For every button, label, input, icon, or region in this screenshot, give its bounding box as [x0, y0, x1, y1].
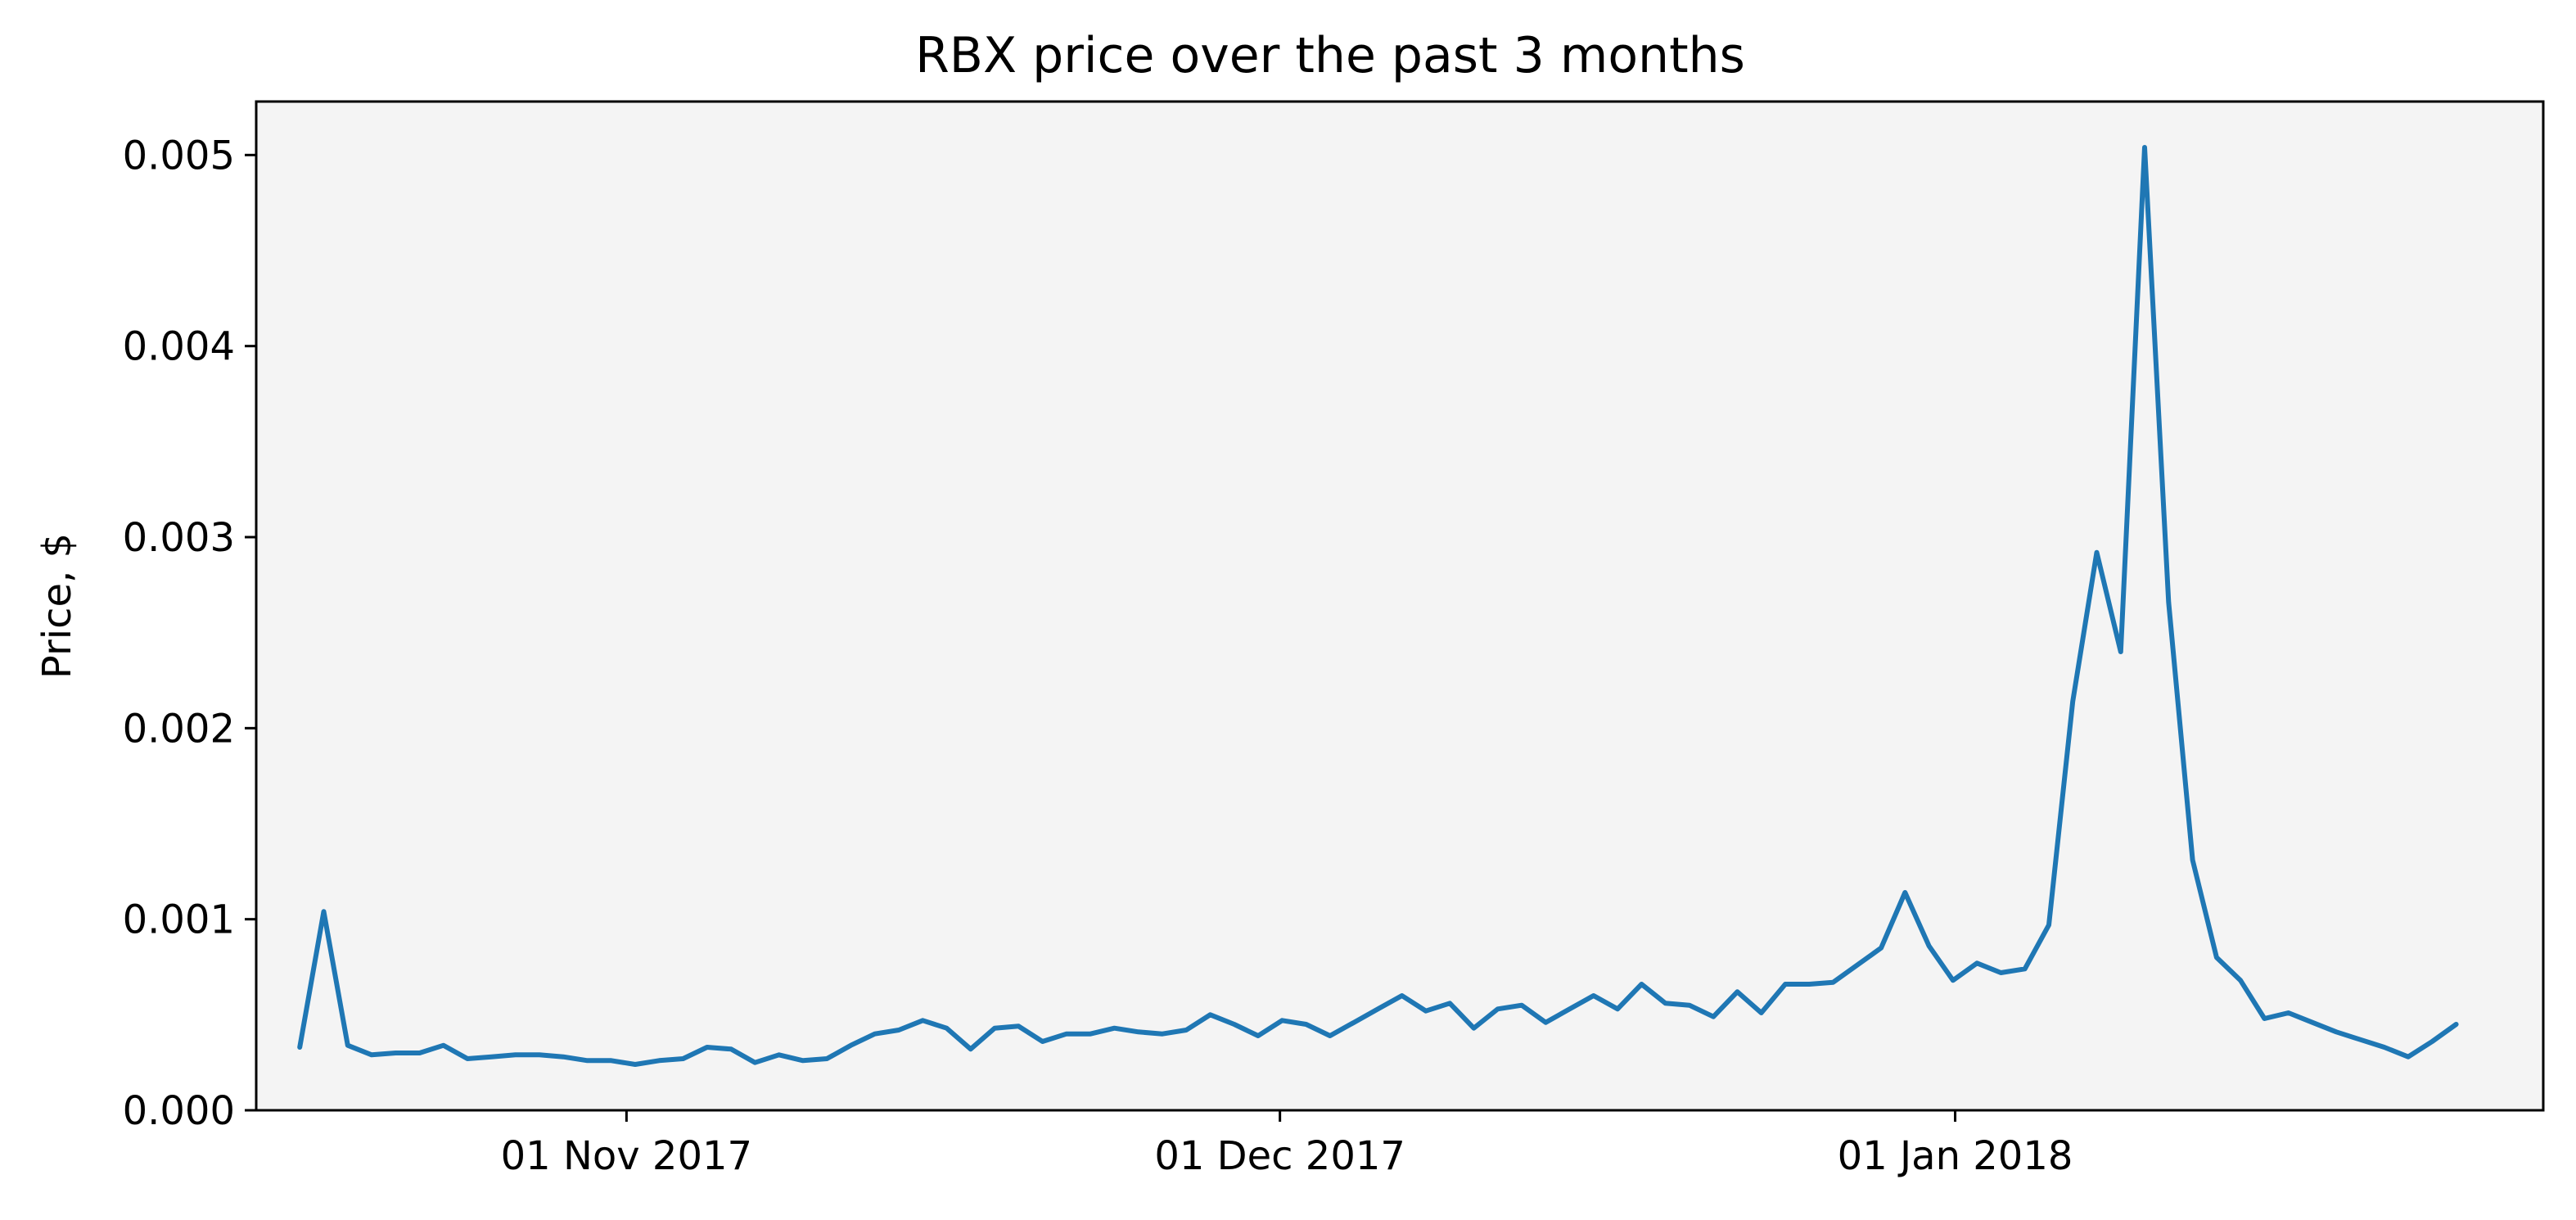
x-tick-label: 01 Nov 2017: [501, 1133, 752, 1179]
y-tick-label: 0.005: [123, 133, 235, 178]
price-series-line: [297, 145, 2459, 1067]
y-tick-label: 0.002: [123, 706, 235, 752]
y-tick-label: 0.003: [123, 515, 235, 561]
y-tick-label: 0.001: [123, 897, 235, 943]
chart-title: RBX price over the past 3 months: [915, 27, 1745, 84]
x-tick-label: 01 Dec 2017: [1154, 1133, 1405, 1179]
y-tick-label: 0.004: [123, 324, 235, 370]
x-axis-ticks: 01 Nov 2017 01 Dec 2017 01 Jan 2018: [501, 1110, 2073, 1179]
x-tick-label: 01 Jan 2018: [1838, 1133, 2073, 1179]
y-tick-label: 0.000: [123, 1088, 235, 1134]
y-axis-label: Price, $: [34, 533, 80, 679]
plot-area: [256, 102, 2543, 1110]
plot-frame: [255, 100, 2545, 1112]
y-axis-ticks: 0.000 0.001 0.002 0.003 0.004 0.005: [123, 133, 256, 1134]
